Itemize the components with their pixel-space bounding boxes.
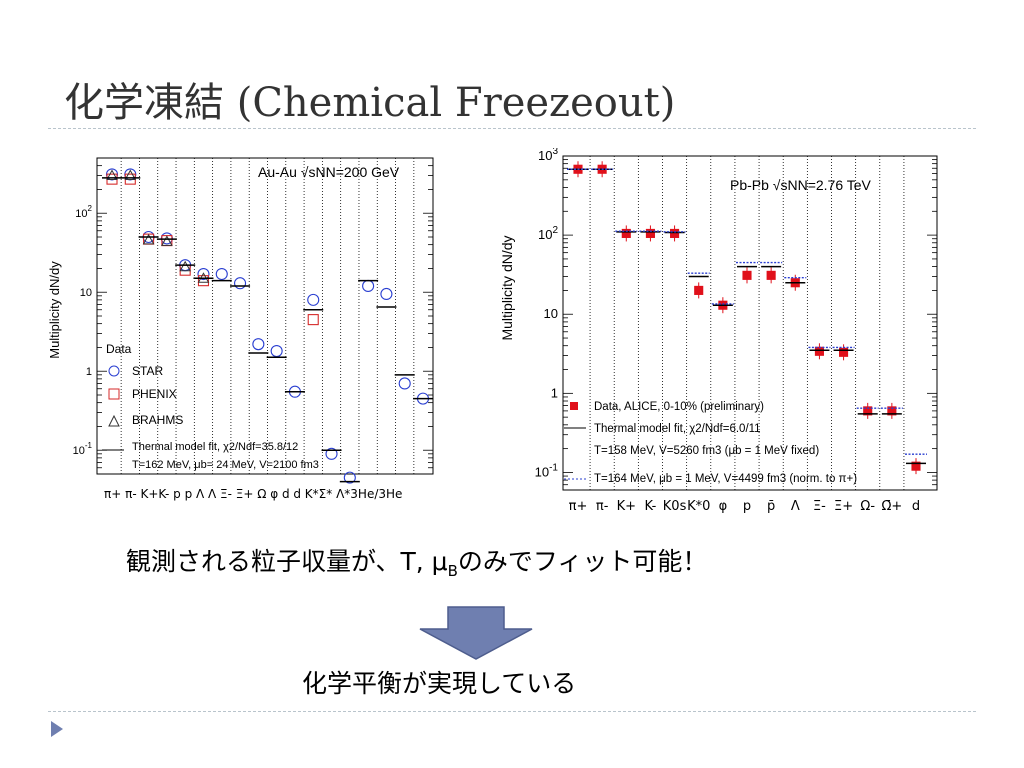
x-tick-label: φ — [719, 499, 728, 514]
plot-frame — [562, 155, 938, 491]
caption-fit-text-end: のみでフィット可能！ — [457, 547, 708, 576]
y-tick-label: 10 — [544, 306, 558, 321]
data-point — [252, 338, 265, 351]
triangle-bullet-icon — [51, 721, 63, 737]
data-point — [307, 314, 319, 326]
data-point — [197, 267, 210, 281]
down-arrow-icon — [419, 606, 533, 660]
legend-brahms-label: BRAHMS — [132, 413, 183, 427]
caption-fit-subscript: B — [447, 562, 458, 580]
x-tick-label: π+ — [569, 499, 588, 514]
y-axis-label: Multiplicity dN/dy — [47, 261, 62, 359]
series-thermal-model-fit — [102, 177, 433, 483]
legend-star: STAR — [108, 364, 163, 378]
x-tick-label: Ξ̄+ — [834, 499, 853, 514]
x-tick-label: Ω̄+ — [881, 499, 902, 514]
data-point — [142, 233, 155, 245]
x-tick-label: Ξ- — [813, 499, 826, 514]
caption-fit-text: 観測される粒子収量が、T, μ — [126, 547, 448, 576]
series-brahms — [106, 169, 210, 283]
data-point — [270, 345, 283, 358]
y-axis-label: Multiplicity dN/dy — [499, 235, 515, 340]
legend-fit-params: T=158 MeV, V=5260 fm3 (μb = 1 MeV fixed) — [594, 445, 819, 457]
x-tick-label: K+ — [617, 499, 636, 514]
x-tick-label: K0s — [663, 499, 687, 514]
series-t-164-mev-b-1-mev-v-4499-fm3-norm-to — [567, 168, 927, 455]
series-thermal-model-fit-2-ndf-6-0-11 — [568, 168, 926, 465]
x-tick-label: Ω- — [860, 499, 875, 514]
caption-equilibrium: 化学平衡が実現している — [302, 669, 577, 698]
data-point — [325, 447, 338, 460]
caption-fit: 観測される粒子収量が、T, μBのみでフィット可能！ — [126, 542, 707, 580]
y-tick-label: 10-1 — [535, 462, 559, 479]
legend-fit-line1: Thermal model fit, χ2/Ndf=35.8/12 — [132, 441, 298, 453]
slide-title: 化学凍結 (Chemical Freezeout) — [64, 80, 676, 126]
legend-star-label: STAR — [132, 364, 163, 378]
legend-fit: Thermal model fit, χ2/Ndf=35.8/12 T=162 … — [102, 441, 319, 471]
chart-pb-pb: 10-1 1 10 102 103 π+ π- K+ K- K0s K*0 φ p p̄ Λ Ξ- Ξ̄+ Ω-… — [494, 148, 944, 518]
legend-data-label: Data, ALICE, 0-10% (preliminary) — [594, 401, 764, 413]
data-point — [197, 275, 210, 287]
x-category-labels: π+ π- K+K- p p Λ Λ Ξ- Ξ+ Ω φ d d K*Σ* Λ*… — [104, 487, 402, 501]
data-point — [179, 260, 192, 272]
x-tick-label: π- — [596, 499, 609, 514]
legend-fit-label: Thermal model fit, χ2/Ndf=6.0/11 — [594, 423, 761, 435]
data-point — [106, 169, 118, 181]
y-tick-label: 1 — [86, 366, 92, 378]
legend-phenix-label: PHENIX — [132, 387, 177, 401]
data-point — [161, 235, 173, 246]
legend-alice-fit: Thermal model fit, χ2/Ndf=6.0/11 T=158 M… — [564, 423, 819, 457]
y-tick-label: 102 — [538, 225, 558, 242]
circle-marker-icon — [108, 365, 120, 377]
bottom-divider — [48, 711, 976, 712]
legend-brahms: BRAHMS — [108, 413, 183, 427]
legend-fit-line2: T=162 MeV, μb= 24 MeV, V=2100 fm3 — [132, 459, 319, 471]
x-tick-label: K*0 — [687, 499, 710, 514]
legend-norm-label: T=164 MeV, μb = 1 MeV, V=4499 fm3 (norm.… — [594, 473, 857, 485]
chart-au-au-svg: 10-1 1 10 102 Multiplicity dN/dy Au-Au √sNN… — [47, 157, 434, 501]
y-tick-label: 1 — [551, 385, 558, 400]
data-point — [307, 293, 320, 306]
legend-alice-norm: T=164 MeV, μb = 1 MeV, V=4499 fm3 (norm.… — [564, 473, 857, 485]
x-tick-label: K- — [644, 499, 656, 514]
top-divider — [48, 128, 976, 129]
chart-pb-pb-svg: 10-1 1 10 102 103 π+ π- K+ K- K0s K*0 φ p p̄ Λ Ξ- Ξ̄+ Ω-… — [499, 148, 938, 514]
data-point — [343, 471, 356, 484]
square-marker-icon — [570, 402, 578, 410]
triangle-marker-icon — [108, 414, 120, 427]
y-tick-label: 10-1 — [73, 441, 93, 457]
x-tick-label: p̄ — [767, 499, 775, 514]
data-point — [215, 267, 228, 281]
chart-title: Au-Au √sNN=200 GeV — [258, 164, 400, 180]
chart-au-au: 10-1 1 10 102 Multiplicity dN/dy Au-Au √sNN… — [44, 150, 439, 516]
y-tick-label: 10 — [80, 287, 92, 299]
data-point — [124, 169, 137, 181]
data-point — [234, 277, 247, 290]
data-point — [362, 279, 375, 293]
y-tick-label: 103 — [538, 148, 558, 163]
legend-phenix: PHENIX — [108, 387, 177, 401]
legend-header: Data — [106, 342, 132, 356]
y-tick-label: 102 — [75, 204, 92, 220]
x-tick-label: d — [912, 499, 920, 514]
x-tick-label: p — [743, 499, 751, 514]
chart-title: Pb-Pb √sNN=2.76 TeV — [730, 177, 872, 193]
data-point — [398, 377, 411, 390]
legend-alice-data: Data, ALICE, 0-10% (preliminary) — [570, 401, 764, 413]
x-tick-label: Λ — [791, 499, 800, 514]
square-marker-icon — [108, 388, 120, 400]
data-point — [380, 287, 393, 301]
